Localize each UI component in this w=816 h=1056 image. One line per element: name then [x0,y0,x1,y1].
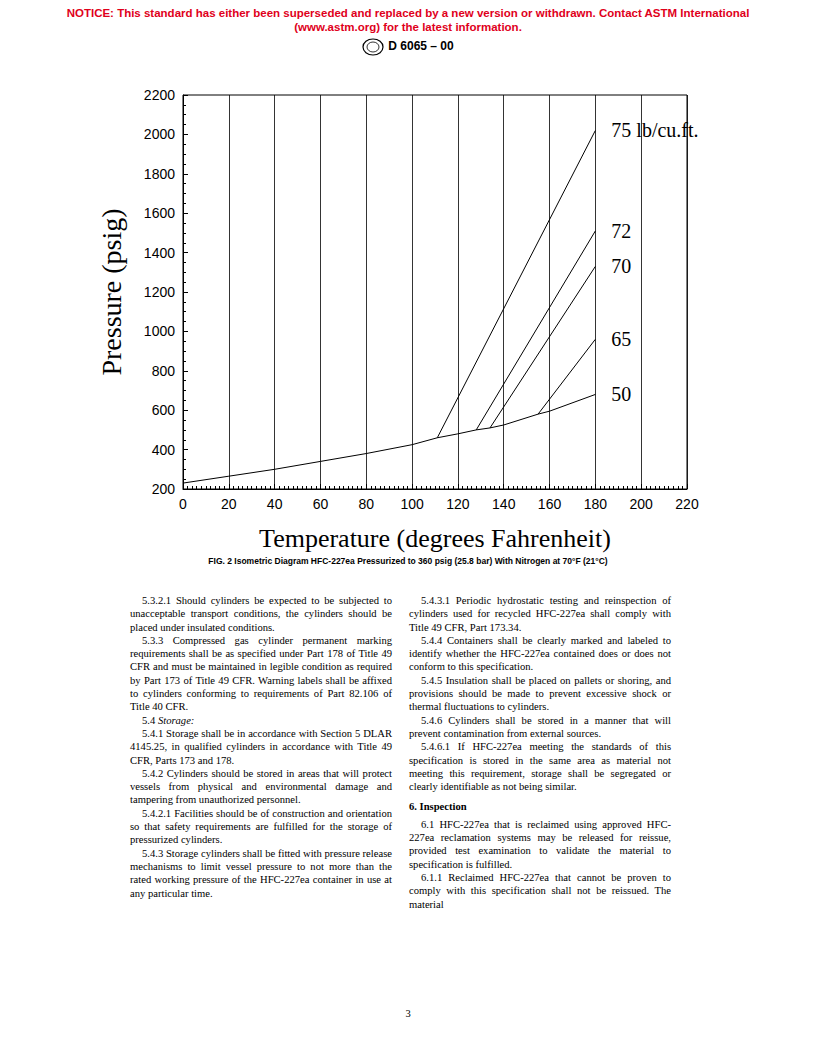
svg-text:40: 40 [267,496,283,512]
html-text:5.4.5 Insulation shall be plac: 5.4.5 Insulation shall be placed on pall… [409,674,671,713]
svg-text:140: 140 [492,496,516,512]
html-text:5.4.4 Containers shall be clea: 5.4.4 Containers shall be clearly marked… [409,634,671,673]
svg-text:50: 50 [611,383,631,405]
svg-text:1800: 1800 [144,166,175,182]
html-text:NOTICE: This standard has eith: NOTICE: This standard has either been su… [66,7,750,33]
svg-text:600: 600 [152,402,176,418]
svg-text:72: 72 [611,220,631,242]
svg-text:70: 70 [611,255,631,277]
svg-text:1200: 1200 [144,284,175,300]
svg-text:100: 100 [400,496,424,512]
svg-text:1400: 1400 [144,245,175,261]
svg-text:Pressure (psig): Pressure (psig) [96,208,127,375]
html-text:6. Inspection: 6. Inspection [409,801,467,813]
svg-text:160: 160 [538,496,562,512]
svg-text:80: 80 [358,496,374,512]
html-text:5.3.3 Compressed gas cylinder: 5.3.3 Compressed gas cylinder permanent … [130,634,392,713]
html-text:5.4.1 Storage shall be in acco: 5.4.1 Storage shall be in accordance wit… [130,728,392,766]
svg-text:65: 65 [611,328,631,350]
svg-text:120: 120 [446,496,470,512]
svg-text:400: 400 [152,442,176,458]
svg-text:2000: 2000 [144,126,175,142]
html-text:5.3.2.1 Should cylinders be ex: 5.3.2.1 Should cylinders be expected to … [130,595,392,633]
svg-text:200: 200 [630,496,654,512]
svg-text:0: 0 [179,496,187,512]
html-text:5.4 Storage:: 5.4 Storage: [142,714,195,726]
html-text:3: 3 [405,1008,411,1019]
html-text:FIG. 2 Isometric Diagram HFC-2: FIG. 2 Isometric Diagram HFC-227ea Press… [208,556,608,566]
svg-text:75 lb/cu.ft.: 75 lb/cu.ft. [611,119,698,141]
html-text:5.4.2.1 Facilities should be o: 5.4.2.1 Facilities should be of construc… [130,807,392,846]
html-text:6.1 HFC-227ea that is reclaime: 6.1 HFC-227ea that is reclaimed using ap… [409,818,671,870]
svg-text:180: 180 [584,496,608,512]
html-text:6.1.1 Reclaimed HFC-227ea that: 6.1.1 Reclaimed HFC-227ea that cannot be… [409,871,671,910]
svg-text:800: 800 [152,363,176,379]
html-text:5.4.3 Storage cylinders shall: 5.4.3 Storage cylinders shall be fitted … [130,847,392,899]
html-text:5.4.6 Cylinders shall be store: 5.4.6 Cylinders shall be stored in a man… [409,714,671,739]
svg-text:1600: 1600 [144,205,175,221]
html-text:5.4.2 Cylinders should be stor: 5.4.2 Cylinders should be stored in area… [130,767,392,806]
svg-text:200: 200 [152,481,176,497]
html-text:D 6065 – 00: D 6065 – 00 [388,39,454,54]
svg-text:60: 60 [313,496,329,512]
svg-text:220: 220 [675,496,699,512]
html-text:5.4.3.1 Periodic hydrostatic t: 5.4.3.1 Periodic hydrostatic testing and… [409,595,671,633]
svg-text:1000: 1000 [144,323,175,339]
svg-text:2200: 2200 [144,87,175,103]
svg-text:20: 20 [221,496,237,512]
html-text:5.4.6.1 If HFC-227ea meeting t: 5.4.6.1 If HFC-227ea meeting the standar… [409,741,671,793]
svg-text:Temperature (degrees Fahrenhei: Temperature (degrees Fahrenheit) [259,524,611,553]
